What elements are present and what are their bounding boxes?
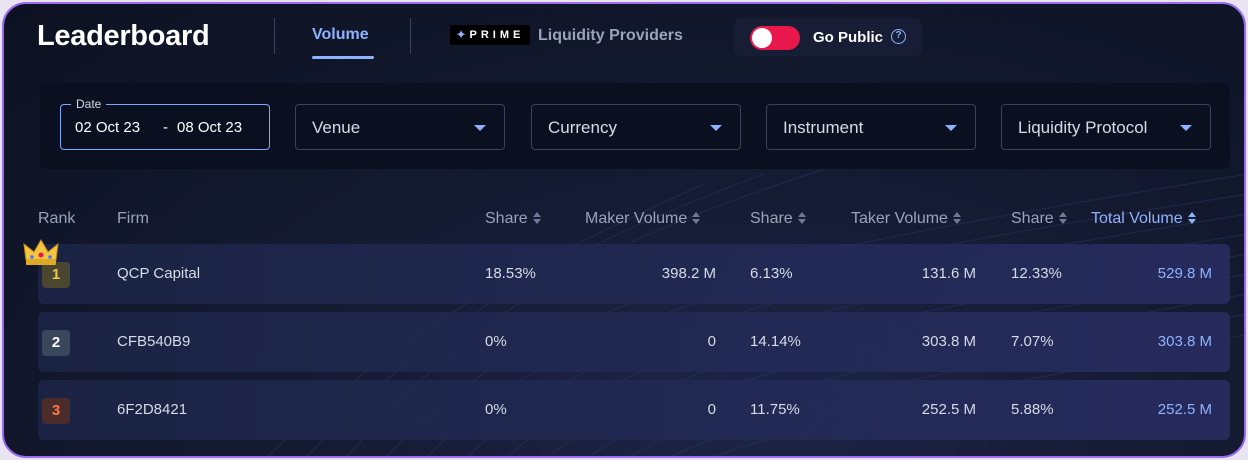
rank-badge: 1	[42, 262, 70, 288]
page-title: Leaderboard	[37, 20, 210, 52]
table-row[interactable]: 1 QCP Capital 18.53% 398.2 M 6.13% 131.6…	[23, 239, 1230, 304]
column-header-total-share[interactable]: Share	[1011, 210, 1067, 228]
taker-share: 14.14%	[750, 333, 801, 350]
date-separator: -	[163, 119, 168, 136]
sort-icon	[532, 211, 541, 224]
venue-select[interactable]: Venue	[295, 104, 505, 150]
tab-liquidity-providers[interactable]: Liquidity Providers	[538, 27, 683, 44]
rank-badge: 2	[42, 330, 70, 356]
currency-select[interactable]: Currency	[531, 104, 741, 150]
column-header-total-volume[interactable]: Total Volume	[1091, 210, 1196, 228]
chevron-down-icon	[945, 125, 957, 131]
chevron-down-icon	[710, 125, 722, 131]
firm-name: CFB540B9	[117, 333, 191, 350]
prime-badge: PRIME	[469, 29, 525, 41]
tab-volume[interactable]: Volume	[312, 26, 369, 43]
table-row[interactable]: 2 CFB540B9 0% 0 14.14% 303.8 M 7.07% 303…	[38, 312, 1230, 372]
column-header-rank: Rank	[38, 210, 76, 227]
sort-icon	[692, 211, 701, 224]
column-header-label: Taker Volume	[851, 210, 948, 227]
liquidity-protocol-select[interactable]: Liquidity Protocol	[1001, 104, 1211, 150]
rank-badge: 3	[42, 398, 70, 424]
toggle-knob	[752, 28, 772, 48]
sparkle-icon: ✦	[455, 27, 467, 42]
instrument-select[interactable]: Instrument	[766, 104, 976, 150]
sort-icon	[797, 211, 806, 224]
total-volume: 529.8 M	[1157, 265, 1212, 282]
table-row[interactable]: 3 6F2D8421 0% 0 11.75% 252.5 M 5.88% 252…	[38, 380, 1230, 440]
sort-icon	[1187, 211, 1196, 224]
total-volume: 252.5 M	[1157, 401, 1212, 418]
column-header-label: Maker Volume	[585, 210, 688, 227]
liquidity-protocol-select-label: Liquidity Protocol	[1018, 118, 1148, 137]
date-to[interactable]: 08 Oct 23	[177, 119, 243, 136]
crown-icon	[23, 239, 59, 265]
instrument-select-label: Instrument	[783, 118, 864, 137]
header-divider	[410, 18, 411, 54]
column-header-label: Total Volume	[1091, 210, 1183, 227]
chevron-down-icon	[474, 125, 486, 131]
maker-volume: 0	[707, 401, 716, 418]
maker-share: 0%	[485, 333, 507, 350]
firm-name: 6F2D8421	[117, 401, 188, 418]
total-share: 12.33%	[1011, 265, 1062, 282]
date-label: Date	[71, 97, 107, 111]
total-volume: 303.8 M	[1157, 333, 1212, 350]
prime-logo: ✦ PRIME	[450, 25, 530, 45]
column-header-label: Share	[750, 210, 793, 227]
maker-volume: 398.2 M	[661, 265, 716, 282]
taker-volume: 252.5 M	[921, 401, 976, 418]
currency-select-label: Currency	[548, 118, 617, 137]
column-header-maker-volume[interactable]: Maker Volume	[585, 210, 701, 228]
date-from[interactable]: 02 Oct 23	[75, 119, 141, 136]
maker-share: 18.53%	[485, 265, 536, 282]
column-header-label: Share	[485, 210, 528, 227]
chevron-down-icon	[1180, 125, 1192, 131]
taker-share: 11.75%	[750, 401, 800, 418]
go-public-toggle[interactable]	[750, 26, 800, 50]
sort-icon	[952, 211, 961, 224]
total-share: 7.07%	[1011, 333, 1054, 350]
column-header-label: Share	[1011, 210, 1054, 227]
sort-icon	[1058, 211, 1067, 224]
column-header-firm: Firm	[117, 210, 149, 227]
question-circle-icon[interactable]: ?	[891, 29, 906, 44]
column-header-taker-share[interactable]: Share	[750, 210, 806, 228]
taker-volume: 303.8 M	[921, 333, 976, 350]
total-share: 5.88%	[1011, 401, 1054, 418]
venue-select-label: Venue	[312, 118, 361, 137]
taker-volume: 131.6 M	[921, 265, 976, 282]
column-header-maker-share[interactable]: Share	[485, 210, 541, 228]
date-range-field[interactable]: Date 02 Oct 23 - 08 Oct 23	[60, 97, 270, 150]
filter-bar: Date 02 Oct 23 - 08 Oct 23 Venue Currenc…	[40, 83, 1230, 169]
firm-name: QCP Capital	[117, 265, 201, 282]
go-public-control: Go Public ?	[734, 18, 922, 56]
column-header-taker-volume[interactable]: Taker Volume	[851, 210, 961, 228]
active-tab-indicator	[312, 56, 374, 59]
header-divider	[274, 18, 275, 54]
taker-share: 6.13%	[750, 265, 793, 282]
maker-volume: 0	[707, 333, 716, 350]
maker-share: 0%	[485, 401, 507, 418]
go-public-label: Go Public	[813, 29, 884, 46]
